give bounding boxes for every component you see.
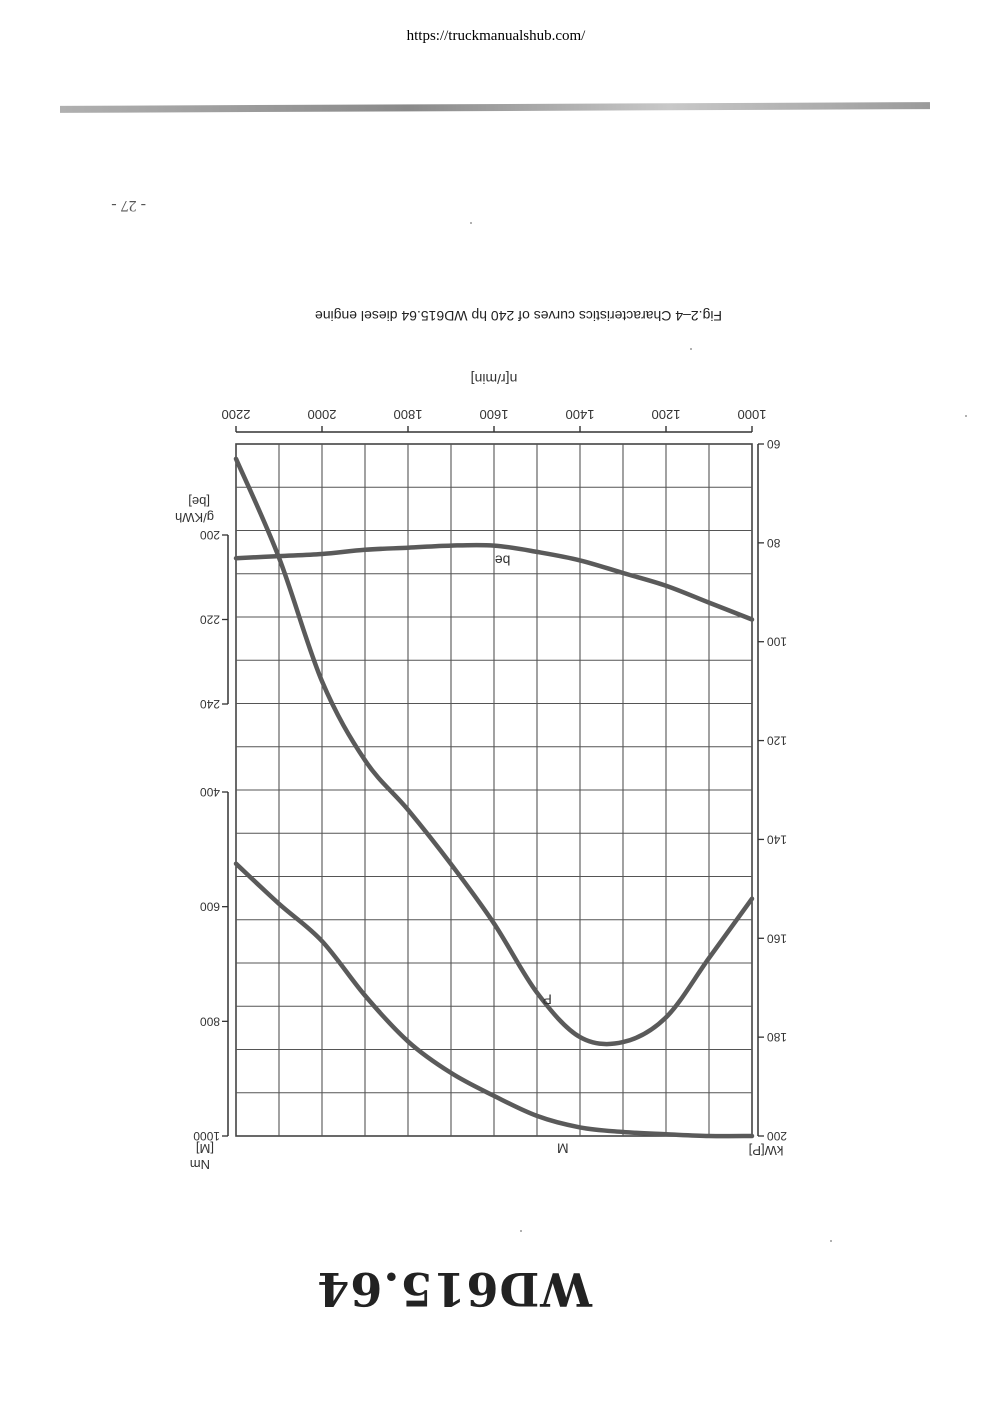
consumption-tick-label: 200 <box>200 528 220 542</box>
power-tick-label: 140 <box>767 832 787 846</box>
x-tick-label: 1800 <box>394 407 423 422</box>
torque-tick-label: 1000 <box>193 1129 220 1143</box>
chart-axes <box>222 426 764 1137</box>
curve-M <box>233 861 755 1139</box>
power-tick-label: 180 <box>767 1030 787 1044</box>
x-tick-label: 2200 <box>222 407 251 422</box>
consumption-axis-unit: g/KWh <box>175 510 214 525</box>
consumption-tick-label: 240 <box>200 697 220 711</box>
torque-tick-label: 800 <box>200 1014 220 1028</box>
power-axis-title: kW[P] <box>749 1143 784 1158</box>
x-tick-label: 1600 <box>480 407 509 422</box>
curve-P <box>233 456 755 1047</box>
consumption-tick-label: 220 <box>200 613 220 627</box>
series-label-P: P <box>542 992 551 1008</box>
series-label-M: M <box>557 1140 569 1156</box>
source-url: https://truckmanualshub.com/ <box>406 28 586 44</box>
power-tick-label: 120 <box>767 734 787 748</box>
x-tick-label: 1400 <box>566 407 595 422</box>
power-tick-label: 200 <box>767 1129 787 1143</box>
scan-speck <box>690 348 692 350</box>
chart-curves <box>233 456 755 1139</box>
torque-tick-label: 400 <box>200 785 220 799</box>
series-label-be: be <box>495 553 511 569</box>
scan-speck <box>830 1240 832 1242</box>
scan-speck <box>470 222 472 224</box>
power-tick-label: 160 <box>767 931 787 945</box>
x-tick-label: 2000 <box>308 407 337 422</box>
scan-speck <box>965 415 967 417</box>
torque-tick-label: 600 <box>200 900 220 914</box>
chart-labels: 1000 1200 1400 1600 1800 2000 2200 n[r/min] 60 80… <box>175 371 787 1172</box>
consumption-axis-symbol: [be] <box>188 494 210 509</box>
power-tick-label: 60 <box>767 437 781 451</box>
x-axis-title: n[r/min] <box>471 371 518 387</box>
power-tick-label: 100 <box>767 635 787 649</box>
torque-axis-symbol: [M] <box>196 1141 214 1156</box>
power-tick-label: 80 <box>767 536 781 550</box>
x-tick-label: 1000 <box>738 407 767 422</box>
x-tick-label: 1200 <box>652 407 681 422</box>
curve-be <box>233 542 755 622</box>
scan-speck <box>520 1230 522 1232</box>
torque-axis-unit: Nm <box>190 1157 210 1172</box>
